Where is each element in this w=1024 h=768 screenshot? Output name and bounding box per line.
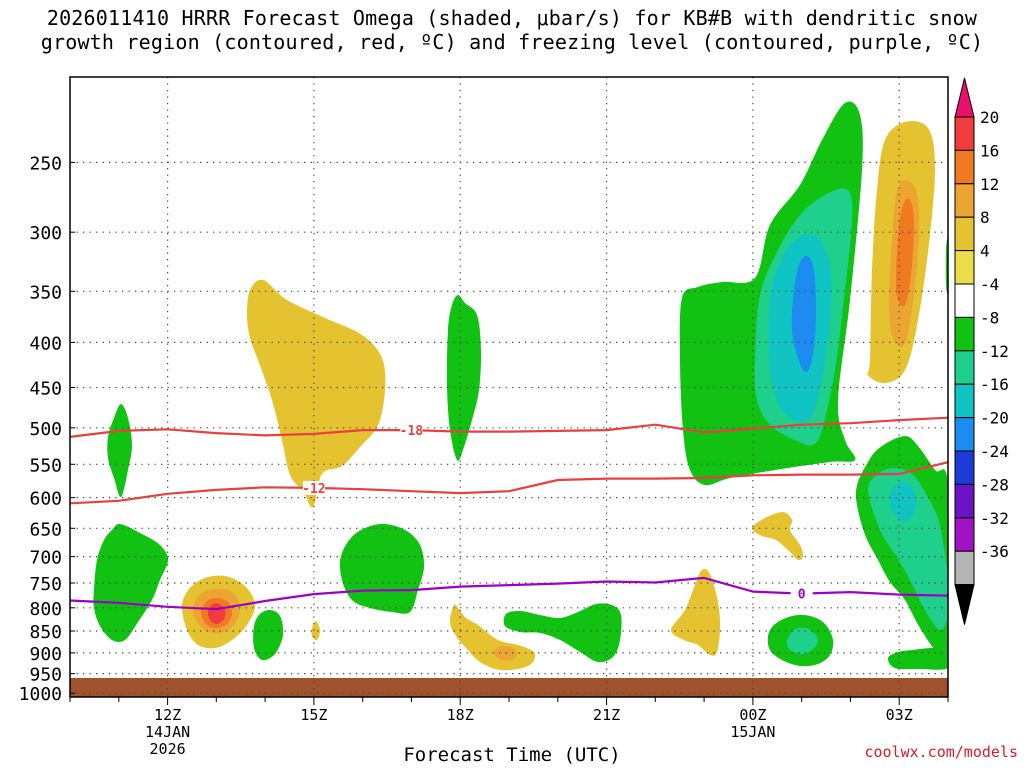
contour-dgz-bottom [70, 461, 948, 505]
colorbar-segment [954, 183, 975, 218]
omega-yellow-low-13z [751, 511, 804, 561]
y-tick-label: 1000 [19, 684, 62, 705]
omega-green-east-plume [253, 609, 284, 661]
colorbar-label: -32 [980, 509, 1009, 528]
colorbar-segment [954, 77, 975, 118]
colorbar-segment [954, 517, 975, 552]
chart-title-line-2: growth region (contoured, red, ºC) and f… [40, 30, 984, 54]
omega-green-east-plume [503, 603, 622, 663]
omega-green-east-plume [93, 523, 168, 642]
y-tick-label: 350 [29, 282, 62, 303]
omega-green-east-plume [339, 523, 425, 614]
y-tick-label: 450 [29, 379, 62, 400]
y-tick-label: 700 [29, 548, 62, 569]
y-tick-label: 850 [29, 622, 62, 643]
colorbar-segment [954, 417, 975, 452]
contour-label-bg [302, 480, 325, 495]
colorbar-label: -20 [980, 409, 1009, 428]
colorbar-label: 12 [980, 175, 999, 194]
y-tick-label: 650 [29, 519, 62, 540]
y-tick-label: 300 [29, 223, 62, 244]
y-tick-label: 600 [29, 489, 62, 510]
contour-dgz-top [70, 416, 948, 438]
y-tick-label: 900 [29, 644, 62, 665]
x-tick-label: 15JAN [730, 723, 775, 741]
x-tick-label: 21Z [593, 706, 620, 724]
colorbar-label: 16 [980, 141, 999, 160]
colorbar-segment [954, 584, 975, 625]
colorbar-segment [954, 316, 975, 352]
omega-yellow-midlevel-15z [247, 279, 386, 508]
omega-cyan-lower-east [889, 481, 917, 523]
colorbar-label: 8 [980, 208, 990, 227]
omega-blue-east-plume [791, 255, 817, 373]
y-tick-label: 550 [29, 455, 62, 476]
colorbar: 20 16 12 8 4 -4 -8 -12 -16 -20 -24 -28 -32 -36 [954, 77, 1009, 625]
contour-label-dgz-bottom: -12 [302, 482, 325, 497]
x-tick-label: 00Z [739, 706, 766, 724]
x-tick-label: 03Z [886, 706, 913, 724]
colorbar-label: -4 [980, 275, 999, 294]
colorbar-label: -12 [980, 342, 1009, 361]
x-tick-label: 2026 [150, 740, 186, 758]
colorbar-segment [954, 350, 975, 385]
omega-yellow-low-13z [311, 620, 321, 641]
x-tick-label: 15Z [300, 706, 327, 724]
y-tick-label: 950 [29, 665, 62, 686]
colorbar-label: -36 [980, 542, 1009, 561]
colorbar-label: 20 [980, 108, 999, 127]
colorbar-label: -8 [980, 308, 999, 327]
colorbar-segment [954, 116, 975, 151]
colorbar-segment [954, 450, 975, 485]
x-tick-label: 12Z [154, 706, 181, 724]
temperature-contours: -18 -12 0 [70, 416, 948, 611]
omega-teal-east-plume [786, 627, 819, 654]
source-credit: coolwx.com/models [864, 743, 1018, 761]
x-tick-label: 14JAN [145, 723, 190, 741]
chart-title-line-1: 2026011410 HRRR Forecast Omega (shaded, … [46, 6, 978, 30]
x-tick-label: 18Z [447, 706, 474, 724]
omega-green-east-plume [107, 404, 132, 498]
colorbar-label: 4 [980, 242, 990, 261]
y-tick-label: 500 [29, 419, 62, 440]
colorbar-segment [954, 383, 975, 419]
omega-yellow-low-13z [670, 569, 721, 656]
terrain-surface [70, 678, 948, 697]
x-axis-label: Forecast Time (UTC) [403, 744, 621, 766]
y-tick-label: 750 [29, 574, 62, 595]
omega-teal-lower-east [867, 468, 948, 631]
contour-label-freezing-level: 0 [798, 588, 806, 603]
colorbar-label: -16 [980, 375, 1009, 394]
pressure-axis: 2503003504004505005506006507007508008509… [19, 153, 75, 705]
colorbar-segment [954, 216, 975, 252]
y-tick-label: 250 [29, 153, 62, 174]
colorbar-segment [954, 483, 975, 519]
y-tick-label: 400 [29, 333, 62, 354]
contour-label-bg [790, 586, 813, 601]
colorbar-segment [954, 550, 975, 586]
colorbar-segment [954, 149, 975, 185]
omega-dark-orange-upper-east [896, 198, 915, 307]
colorbar-label: -28 [980, 475, 1009, 494]
omega-shading [93, 101, 948, 671]
contour-label-bg [400, 423, 423, 438]
colorbar-segment [954, 283, 975, 318]
y-tick-label: 800 [29, 599, 62, 620]
contour-label-dgz-top: -18 [400, 424, 424, 439]
omega-green-east-plume [446, 294, 482, 461]
colorbar-segment [954, 250, 975, 285]
colorbar-label: -24 [980, 442, 1009, 461]
